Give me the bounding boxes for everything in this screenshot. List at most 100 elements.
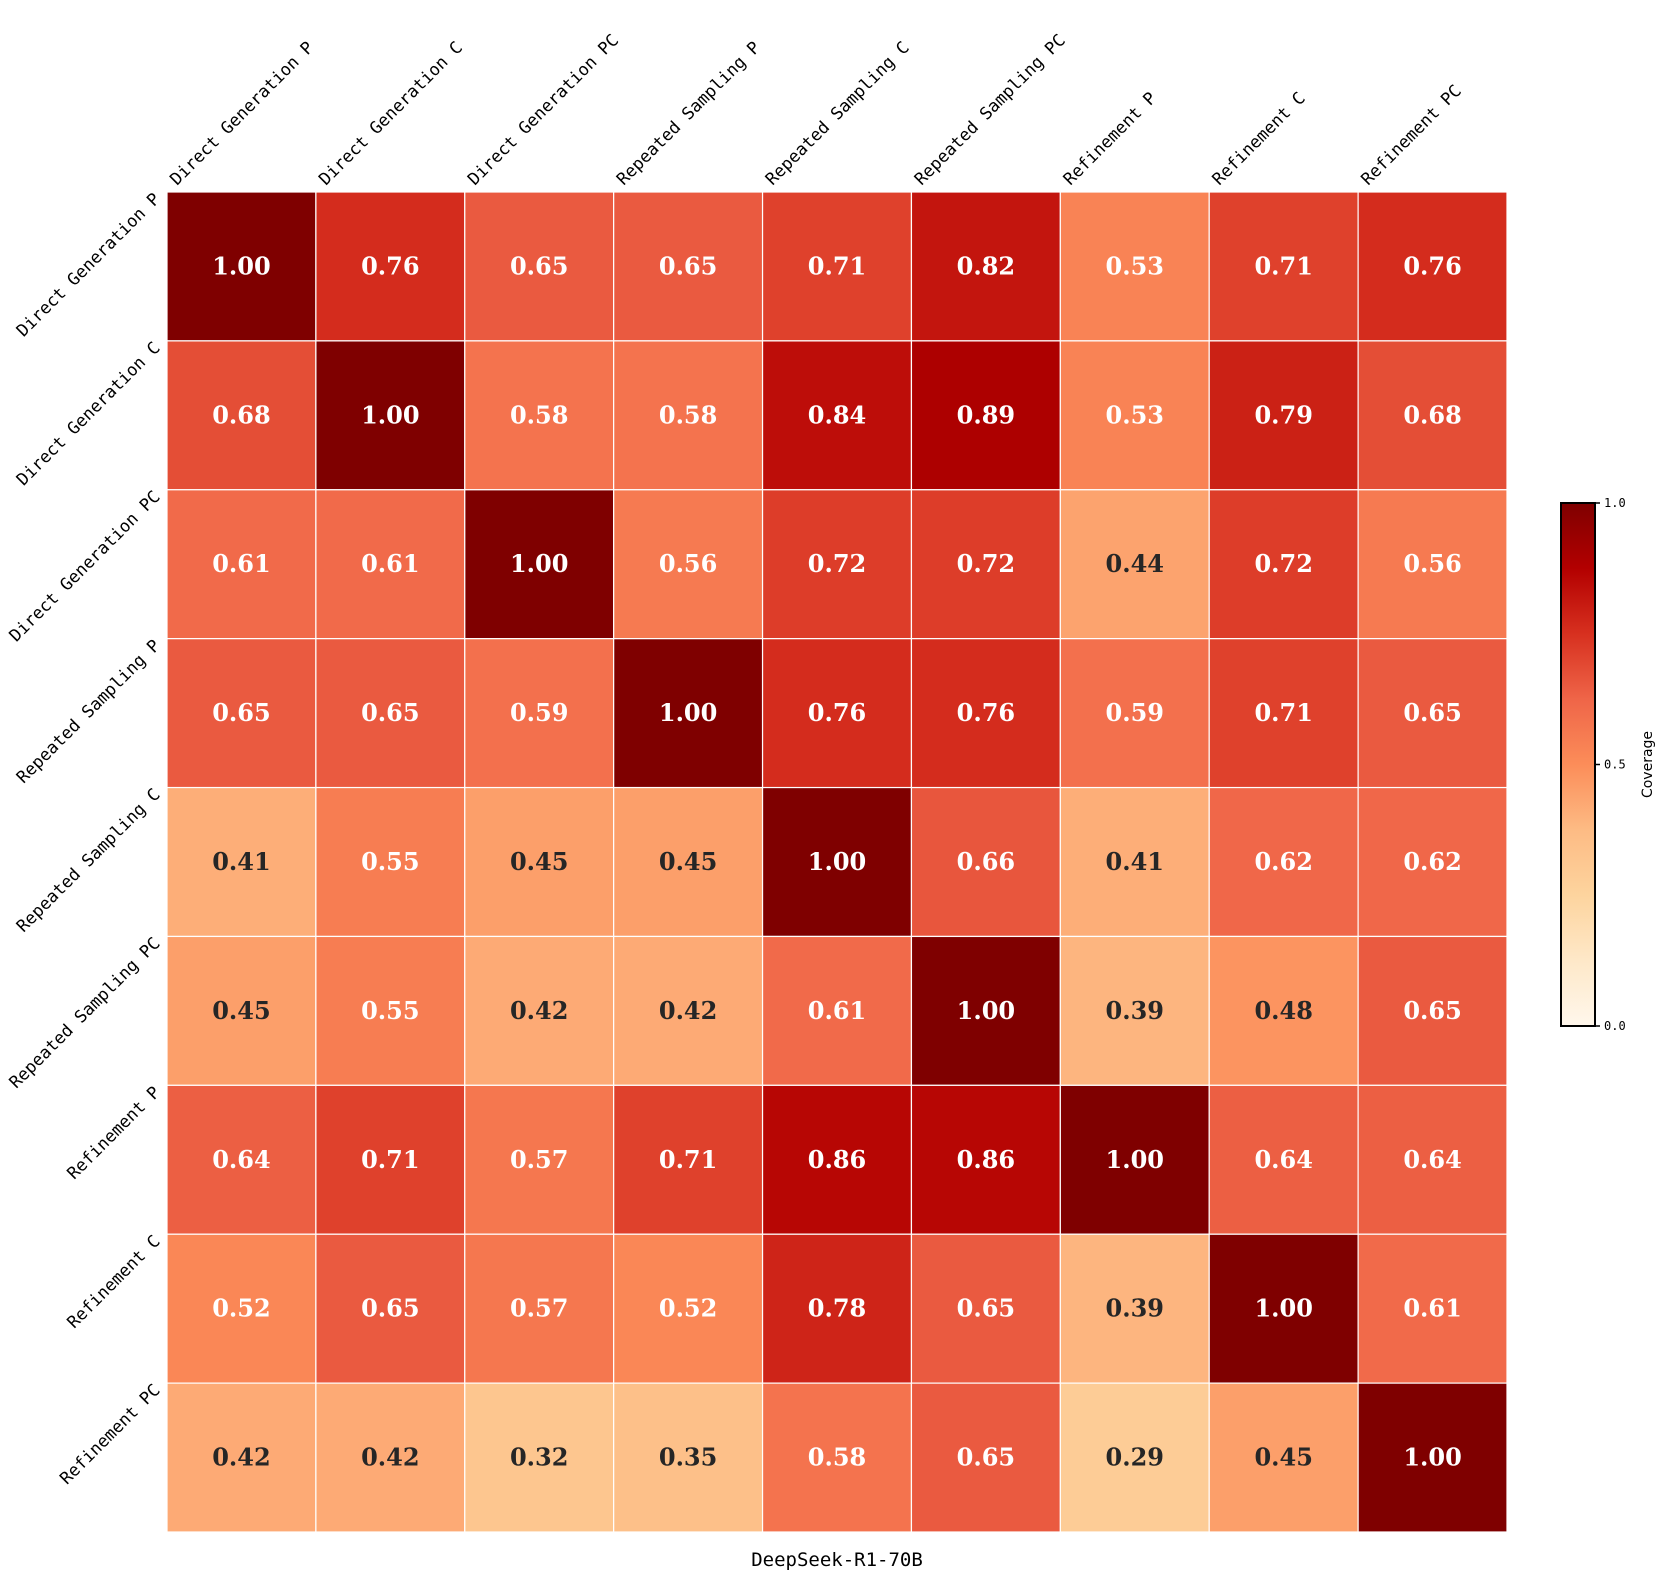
cell-value-label: 1.00 [510,549,568,578]
heatmap-cell [1059,489,1210,640]
cell-value-label: 1.00 [1403,1443,1461,1472]
heatmap-cell [761,489,913,640]
heatmap-cell [166,935,317,1086]
heatmap-cell [761,1382,913,1533]
heatmap-cell [1208,191,1359,342]
colorbar-tick-label: 0.5 [1604,758,1626,772]
cell-value-label: 0.84 [808,400,866,429]
heatmap-cell [166,786,317,938]
heatmap-cell [464,1233,615,1384]
y-tick-label: Repeated Sampling P [13,636,165,788]
cell-value-label: 0.76 [957,698,1015,727]
heatmap-cell [761,1084,913,1235]
cell-value-label: 0.71 [808,251,866,280]
cell-value-label: 0.78 [808,1294,866,1323]
colorbar-label: Coverage [1640,731,1656,798]
cell-value-label: 0.79 [1254,400,1312,429]
heatmap-cell [315,1382,466,1533]
cell-value-label: 0.61 [361,549,419,578]
heatmap-cell [166,340,317,491]
cell-value-label: 0.65 [1403,996,1461,1025]
colorbar-ticks: 0.0 0.5 1.0 [1595,496,1626,1033]
cell-value-label: 0.39 [1106,996,1164,1025]
heatmap-cell [910,340,1061,491]
cell-value-label: 1.00 [361,400,419,429]
cell-value-label: 0.65 [510,251,568,280]
colorbar-gradient [1560,502,1596,1027]
cell-value-label: 0.76 [1403,251,1461,280]
cell-value-label: 0.55 [361,996,419,1025]
heatmap-cell [1357,489,1508,640]
heatmap-cell [761,340,913,491]
cell-value-label: 0.55 [361,847,419,876]
heatmap-cell [761,1233,913,1384]
heatmap-cell [1059,1233,1210,1384]
heatmap-cell [1208,638,1359,789]
cell-value-label: 0.65 [361,1294,419,1323]
cell-value-label: 0.86 [808,1145,866,1174]
cell-value-label: 0.56 [659,549,717,578]
heatmap-cell [315,638,466,789]
cell-value-label: 0.53 [1106,251,1164,280]
cell-value-label: 1.00 [212,251,270,280]
heatmap-cell [1357,786,1508,938]
heatmap-cell [166,191,317,342]
heatmap-cell [315,786,466,938]
cell-value-label: 1.00 [1106,1145,1164,1174]
y-tick-label: Refinement PC [56,1381,164,1489]
cell-value-label: 0.64 [212,1145,270,1174]
cell-value-label: 0.89 [957,400,1015,429]
heatmap-cell [315,935,466,1086]
cell-value-label: 1.00 [1254,1294,1312,1323]
colorbar-tick-label: 1.0 [1604,496,1626,510]
cell-value-label: 0.61 [1403,1294,1461,1323]
heatmap-cell [464,1382,615,1533]
x-axis-title: DeepSeek-R1-70B [751,1549,923,1571]
heatmap-cell [910,191,1061,342]
cell-value-label: 0.59 [510,698,568,727]
cell-value-label: 0.32 [510,1443,568,1472]
x-tick-label: Refinement P [1060,89,1161,190]
cell-value-label: 0.66 [957,847,1015,876]
cell-value-label: 0.29 [1106,1443,1164,1472]
x-tick-label: Direct Generation PC [464,31,623,190]
x-tick-label: Refinement PC [1358,81,1466,189]
cell-value-label: 0.86 [957,1145,1015,1174]
heatmap-cell [1208,340,1359,491]
cell-value-label: 0.57 [510,1294,568,1323]
cell-value-label: 0.45 [659,847,717,876]
cell-value-label: 0.76 [808,698,866,727]
cell-value-label: 0.48 [1254,996,1312,1025]
x-tick-label: Direct Generation P [166,38,318,190]
cell-value-label: 0.56 [1403,549,1461,578]
cell-value-label: 0.58 [808,1443,866,1472]
heatmap-cell [1208,1084,1359,1235]
cell-value-label: 0.45 [510,847,568,876]
cell-value-label: 0.52 [212,1294,270,1323]
cell-value-label: 0.65 [1403,698,1461,727]
cell-value-label: 1.00 [808,847,866,876]
cell-value-label: 0.61 [808,996,866,1025]
heatmap-cell [613,340,764,491]
x-tick-label: Refinement C [1209,89,1310,190]
colorbar-tick-label: 0.0 [1604,1019,1626,1033]
cell-value-label: 0.42 [510,996,568,1025]
heatmap-cell [613,1233,764,1384]
y-tick-label: Repeated Sampling PC [6,934,165,1093]
heatmap-cell [315,489,466,640]
heatmap-cell [613,786,764,938]
heatmap-cell [166,1084,317,1235]
cell-value-label: 0.35 [659,1443,717,1472]
heatmap-cell [464,191,615,342]
cell-value-label: 0.41 [212,847,270,876]
heatmap-cell [1357,638,1508,789]
cell-value-label: 0.39 [1106,1294,1164,1323]
heatmap-cell [613,489,764,640]
heatmap-cell [1208,1233,1359,1384]
heatmap-cell [1357,340,1508,491]
heatmap-cell [464,489,615,640]
heatmap-cell [761,191,913,342]
